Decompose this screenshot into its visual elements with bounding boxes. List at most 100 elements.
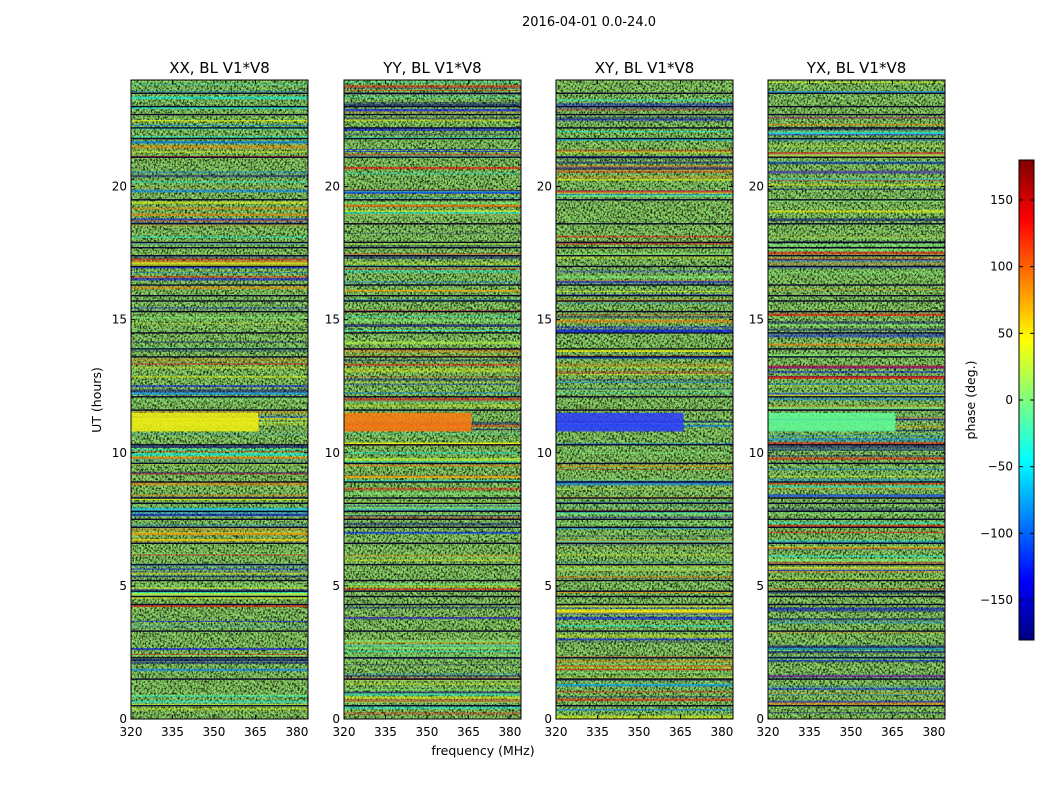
flagged-row <box>556 113 733 116</box>
flagged-row <box>131 223 308 225</box>
y-tick-label: 5 <box>119 579 127 593</box>
flagged-row <box>344 113 521 116</box>
flagged-row <box>131 444 308 446</box>
flagged-row <box>768 247 945 249</box>
figure-title: 2016-04-01 0.0-24.0 <box>522 15 656 30</box>
flagged-row <box>768 462 945 465</box>
panel-title: YX, BL V1*V8 <box>806 59 907 77</box>
flagged-row <box>131 526 308 528</box>
x-tick-label: 320 <box>757 725 780 739</box>
flagged-row <box>768 542 945 544</box>
x-tick-label: 335 <box>798 725 821 739</box>
flagged-row <box>344 481 521 483</box>
flagged-row <box>344 156 521 158</box>
flagged-row <box>131 590 308 592</box>
flagged-row <box>768 595 945 598</box>
flagged-row <box>344 247 521 249</box>
flagged-row <box>344 137 521 140</box>
flagged-row <box>344 300 521 302</box>
flagged-row <box>556 497 733 499</box>
y-tick-label: 10 <box>537 446 552 460</box>
y-tick-label: 20 <box>537 180 552 194</box>
flagged-row <box>556 657 733 659</box>
flagged-row <box>556 284 733 286</box>
flagged-row <box>131 396 308 398</box>
flagged-row <box>131 199 308 201</box>
flagged-row <box>344 92 521 94</box>
flagged-row <box>768 630 945 632</box>
flagged-row <box>768 284 945 286</box>
flagged-row <box>768 705 945 707</box>
panel-frame <box>767 79 946 720</box>
flagged-row <box>344 526 521 528</box>
flagged-row <box>556 502 733 504</box>
flagged-row <box>131 481 308 483</box>
flagged-row <box>344 603 521 606</box>
panel-image <box>131 80 308 719</box>
colorbar-tick-label: 100 <box>990 260 1013 274</box>
colorbar-tick-label: −150 <box>980 593 1013 607</box>
flagged-row <box>556 462 733 465</box>
flagged-row <box>768 348 945 350</box>
flagged-row <box>556 542 733 544</box>
colorbar-label: phase (deg.) <box>963 361 978 440</box>
x-tick-label: 350 <box>416 725 439 739</box>
flagged-row <box>768 563 945 566</box>
flagged-row <box>131 595 308 598</box>
x-tick-label: 350 <box>840 725 863 739</box>
panel-image <box>344 80 521 719</box>
y-tick-label: 15 <box>749 313 764 327</box>
flagged-row <box>131 284 308 286</box>
colorbar-tick-label: −100 <box>980 526 1013 540</box>
panel-image <box>768 80 945 719</box>
flagged-row <box>131 332 308 334</box>
x-tick-label: 350 <box>628 725 651 739</box>
flagged-row <box>768 657 945 659</box>
flagged-row <box>131 310 308 313</box>
flagged-row <box>131 518 308 520</box>
y-tick-label: 20 <box>749 180 764 194</box>
colorbar-tick-label: −50 <box>988 460 1013 474</box>
y-tick-label: 15 <box>112 313 127 327</box>
flagged-row <box>556 705 733 707</box>
flagged-row <box>768 332 945 334</box>
flagged-row <box>131 127 308 129</box>
flagged-row <box>556 295 733 297</box>
y-tick-label: 5 <box>756 579 764 593</box>
flagged-row <box>344 497 521 499</box>
flagged-row <box>556 265 733 268</box>
flagged-row <box>556 199 733 201</box>
flagged-row <box>768 579 945 582</box>
flagged-row <box>344 510 521 512</box>
highlight-band <box>556 412 684 432</box>
flagged-row <box>344 542 521 544</box>
flagged-row <box>768 526 945 528</box>
flagged-row <box>131 678 308 680</box>
colorbar-tick-label: 50 <box>998 326 1013 340</box>
flagged-row <box>344 284 521 286</box>
x-tick-label: 380 <box>922 725 945 739</box>
flagged-row <box>768 396 945 398</box>
flagged-row <box>556 255 733 257</box>
flagged-row <box>556 481 733 483</box>
flagged-row <box>131 356 308 358</box>
flagged-row <box>556 409 733 411</box>
flagged-row <box>344 563 521 566</box>
y-tick-label: 15 <box>537 313 552 327</box>
flagged-row <box>131 657 308 659</box>
y-tick-label: 20 <box>112 180 127 194</box>
y-tick-label: 0 <box>756 712 764 726</box>
x-tick-label: 365 <box>244 725 267 739</box>
y-axis-label: UT (hours) <box>89 367 104 433</box>
flagged-row <box>131 563 308 566</box>
flagged-row <box>344 265 521 268</box>
y-tick-label: 20 <box>325 180 340 194</box>
colorbar: 150 100 50 0 −50 −100 −150 phase (deg.) <box>963 159 1035 641</box>
flagged-row <box>344 310 521 313</box>
x-tick-label: 320 <box>545 725 568 739</box>
flagged-row <box>131 137 308 140</box>
flagged-row <box>768 255 945 257</box>
flagged-row <box>344 518 521 520</box>
